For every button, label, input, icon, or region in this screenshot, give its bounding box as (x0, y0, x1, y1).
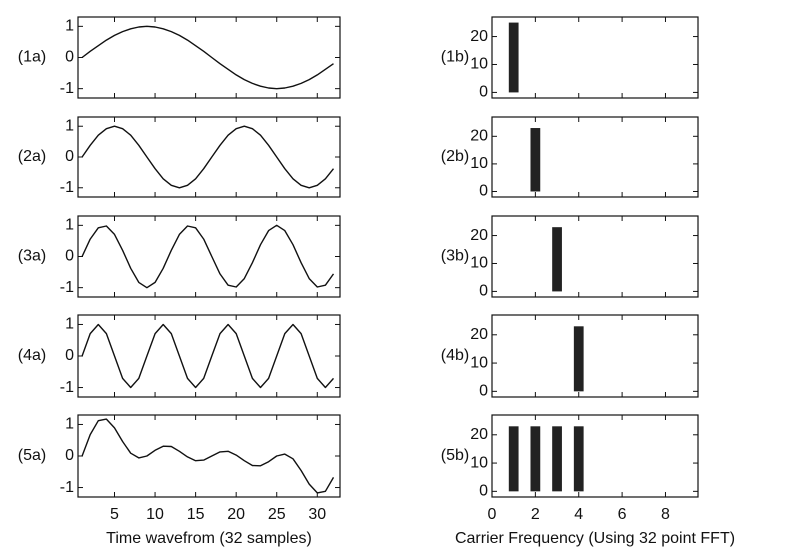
y-tick-label: 0 (479, 183, 488, 200)
y-tick-label: 0 (65, 148, 74, 165)
bar (530, 426, 541, 492)
axes-frame (77, 414, 341, 498)
y-tick-label: 20 (470, 326, 488, 343)
y-tick-label: 10 (470, 155, 488, 172)
x-tick-label: 0 (488, 506, 497, 523)
panel-label: (5b) (441, 447, 469, 464)
bar (573, 426, 584, 492)
y-tick-label: -1 (60, 479, 74, 496)
panel-label: (1a) (18, 49, 46, 66)
y-tick-label: 10 (470, 56, 488, 73)
x-tick-label: 15 (187, 506, 205, 523)
panel-label: (1b) (441, 49, 469, 66)
x-tick-label: 20 (227, 506, 245, 523)
x-axis-label: Time wavefrom (32 samples) (106, 530, 312, 547)
axes-frame (77, 215, 341, 298)
x-tick-label: 8 (661, 506, 670, 523)
bar (552, 426, 562, 492)
y-tick-label: 10 (470, 255, 488, 272)
bar (508, 426, 519, 492)
waveform (81, 125, 335, 189)
axes-frame (491, 215, 699, 298)
y-tick-label: -1 (60, 379, 74, 396)
bar (573, 326, 584, 392)
x-tick-label: 4 (574, 506, 583, 523)
x-axis-label: Carrier Frequency (Using 32 point FFT) (455, 530, 735, 547)
y-tick-label: 20 (470, 426, 488, 443)
y-tick-label: -1 (60, 279, 74, 296)
waveform (81, 323, 335, 389)
x-tick-label: 5 (110, 506, 119, 523)
y-tick-label: 10 (470, 354, 488, 371)
x-tick-label: 2 (531, 506, 540, 523)
x-tick-label: 30 (308, 506, 326, 523)
y-tick-label: 1 (65, 18, 74, 35)
axes-frame (77, 314, 341, 398)
y-tick-label: 0 (479, 84, 488, 101)
y-tick-label: 0 (65, 49, 74, 66)
waveform (81, 224, 335, 289)
y-tick-label: -1 (60, 80, 74, 97)
y-tick-label: 1 (65, 217, 74, 234)
panel-label: (2b) (441, 148, 469, 165)
bar (552, 227, 562, 292)
x-tick-label: 25 (268, 506, 286, 523)
waveform (81, 25, 334, 90)
panel-label: (4b) (441, 347, 469, 364)
axes-frame (491, 414, 699, 498)
axes-frame (491, 116, 699, 198)
y-tick-label: 20 (470, 28, 488, 45)
y-tick-label: 10 (470, 454, 488, 471)
panel-label: (3b) (441, 248, 469, 265)
panel-label: (3a) (18, 248, 46, 265)
panel-label: (4a) (18, 347, 46, 364)
x-tick-label: 10 (146, 506, 164, 523)
y-tick-label: 0 (479, 383, 488, 400)
y-tick-label: 0 (479, 483, 488, 500)
bar (530, 128, 541, 192)
waveform (81, 418, 335, 494)
y-tick-label: 0 (65, 248, 74, 265)
bar (508, 22, 519, 93)
y-tick-label: 20 (470, 227, 488, 244)
panel-label: (2a) (18, 148, 46, 165)
y-tick-label: -1 (60, 179, 74, 196)
y-tick-label: 20 (470, 128, 488, 145)
y-tick-label: 0 (479, 283, 488, 300)
axes-frame (491, 314, 699, 398)
y-tick-label: 0 (65, 347, 74, 364)
x-tick-label: 6 (618, 506, 627, 523)
axes-frame (77, 16, 341, 99)
panel-label: (5a) (18, 447, 46, 464)
y-tick-label: 1 (65, 416, 74, 433)
y-tick-label: 1 (65, 316, 74, 333)
y-tick-label: 0 (65, 447, 74, 464)
y-tick-label: 1 (65, 117, 74, 134)
axes-frame (491, 16, 699, 99)
